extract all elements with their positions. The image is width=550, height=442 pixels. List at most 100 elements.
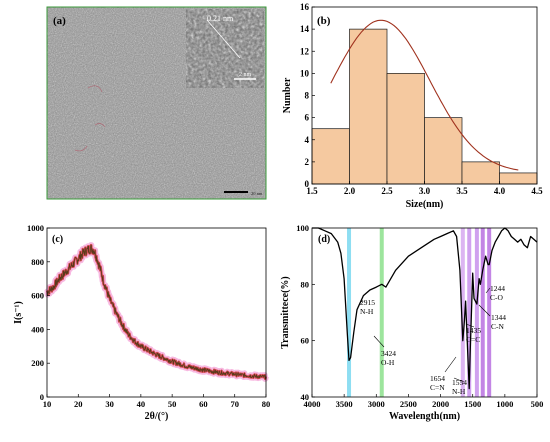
x-tick-label: 3.0 bbox=[419, 186, 431, 196]
y-tick-label: 16 bbox=[300, 2, 310, 12]
absorption-band-marker bbox=[467, 228, 472, 397]
x-tick-label: 4000 bbox=[304, 399, 321, 409]
x-tick-label: 2000 bbox=[432, 399, 449, 409]
x-tick-label: 4.5 bbox=[531, 186, 543, 196]
y-tick-label: 40 bbox=[301, 392, 310, 402]
y-tick-label: 10 bbox=[300, 68, 310, 78]
y-tick-label: 2 bbox=[305, 157, 310, 167]
panel-b-label: (b) bbox=[317, 15, 331, 27]
x-tick-label: 30 bbox=[105, 399, 114, 409]
histogram-bar bbox=[424, 117, 463, 185]
histogram-bar bbox=[461, 161, 500, 185]
panel-a-label: (a) bbox=[53, 15, 66, 27]
axes-frame bbox=[311, 227, 538, 398]
x-axis-label: Wavelength(nm) bbox=[389, 411, 460, 422]
x-tick-label: 1000 bbox=[496, 399, 513, 409]
histogram-bar bbox=[311, 128, 350, 185]
x-tick-label: 3000 bbox=[368, 399, 385, 409]
absorption-band-marker bbox=[347, 228, 352, 397]
tem-image-border bbox=[46, 6, 267, 200]
x-tick-label: 70 bbox=[230, 399, 239, 409]
x-axis-label: Size(nm) bbox=[406, 199, 444, 210]
y-tick-label: 600 bbox=[31, 291, 44, 301]
histogram-bar bbox=[349, 28, 388, 185]
absorption-band-marker bbox=[487, 228, 492, 397]
y-axis-label: Transmittece(%) bbox=[280, 276, 291, 349]
y-tick-label: 100 bbox=[296, 223, 309, 233]
x-tick-label: 80 bbox=[262, 399, 271, 409]
peak-group-label: C-O bbox=[490, 293, 504, 302]
axes-frame bbox=[46, 227, 267, 398]
x-axis-label: 2θ/(°) bbox=[145, 411, 169, 422]
x-tick-label: 2.0 bbox=[344, 186, 356, 196]
axes-frame bbox=[311, 6, 538, 185]
y-tick-label: 80 bbox=[301, 279, 310, 289]
peak-group-label: C=C bbox=[466, 335, 480, 344]
annotation-leader bbox=[465, 323, 475, 328]
absorption-band-marker bbox=[379, 228, 384, 397]
annotation-leader bbox=[485, 287, 491, 294]
y-tick-label: 200 bbox=[31, 358, 44, 368]
y-tick-label: 400 bbox=[31, 324, 44, 334]
y-tick-label: 800 bbox=[31, 257, 44, 267]
absorption-band-marker bbox=[480, 228, 485, 397]
peak-wavenumber-label: 1654 bbox=[430, 374, 445, 383]
ftir-chart: (d) 3424O-H2915N-H1654C=N1554N-H1435C=C1… bbox=[280, 223, 543, 422]
peak-wavenumber-label: 1344 bbox=[491, 313, 506, 322]
scale-bar-label: 20 nm bbox=[251, 191, 263, 196]
x-tick-label: 20 bbox=[74, 399, 83, 409]
x-tick-label: 4.0 bbox=[494, 186, 506, 196]
inset-scale-label: 2 nm bbox=[239, 72, 252, 78]
panel-c-label: (c) bbox=[52, 234, 63, 245]
y-tick-label: 12 bbox=[300, 46, 310, 56]
x-tick-label: 40 bbox=[137, 399, 146, 409]
annotation-leader bbox=[453, 377, 465, 383]
panel-a-micrograph: (a) 0.21 nm 2 nm 20 nm bbox=[46, 6, 267, 200]
peak-group-label: N-H bbox=[452, 387, 466, 396]
hrtem-inset: 0.21 nm 2 nm bbox=[186, 9, 264, 88]
x-tick-label: 1500 bbox=[464, 399, 481, 409]
y-tick-label: 4 bbox=[305, 135, 310, 145]
peak-wavenumber-label: 3424 bbox=[381, 349, 396, 358]
peak-wavenumber-label: 1554 bbox=[452, 378, 467, 387]
annotation-leader bbox=[373, 335, 385, 348]
y-axis-label: Number bbox=[282, 77, 293, 113]
x-tick-label: 1.5 bbox=[306, 186, 318, 196]
y-tick-label: 8 bbox=[305, 91, 310, 101]
particle-marks bbox=[74, 85, 106, 152]
x-tick-label: 3500 bbox=[336, 399, 353, 409]
peak-wavenumber-label: 2915 bbox=[360, 298, 375, 307]
peak-wavenumber-label: 1244 bbox=[490, 284, 505, 293]
absorption-band-marker bbox=[474, 228, 479, 397]
y-tick-label: 0 bbox=[305, 179, 310, 189]
peak-group-label: C=N bbox=[430, 383, 445, 392]
x-tick-label: 3.5 bbox=[456, 186, 468, 196]
y-tick-label: 60 bbox=[301, 336, 310, 346]
annotation-leader bbox=[444, 356, 457, 373]
x-tick-label: 500 bbox=[531, 399, 544, 409]
y-tick-label: 0 bbox=[40, 392, 44, 402]
absorption-band-marker bbox=[460, 228, 465, 397]
xrd-glow bbox=[44, 242, 269, 382]
annotation-leader bbox=[478, 304, 491, 317]
x-tick-label: 50 bbox=[168, 399, 177, 409]
peak-wavenumber-label: 1435 bbox=[466, 326, 481, 335]
ftir-spectrum-line bbox=[312, 227, 538, 390]
x-tick-label: 10 bbox=[43, 399, 52, 409]
histogram-bar bbox=[499, 172, 538, 185]
panel-d-label: (d) bbox=[318, 234, 330, 245]
peak-group-label: C-N bbox=[491, 322, 505, 331]
y-axis-label: I(s⁻¹) bbox=[13, 301, 24, 324]
histogram-chart: (b) 1.5 2.0 2.5 3.0 3.5 4.0 4.5 0246810121416 … bbox=[282, 2, 543, 210]
peak-group-label: N-H bbox=[360, 307, 374, 316]
x-tick-label: 2.5 bbox=[381, 186, 393, 196]
inset-texture bbox=[186, 9, 264, 88]
y-tick-label: 14 bbox=[300, 24, 310, 34]
gaussian-fit-curve bbox=[330, 19, 519, 171]
x-tick-label: 60 bbox=[199, 399, 208, 409]
peak-group-label: O-H bbox=[381, 358, 395, 367]
annotation-leader bbox=[360, 299, 363, 303]
lattice-marker bbox=[206, 19, 241, 59]
